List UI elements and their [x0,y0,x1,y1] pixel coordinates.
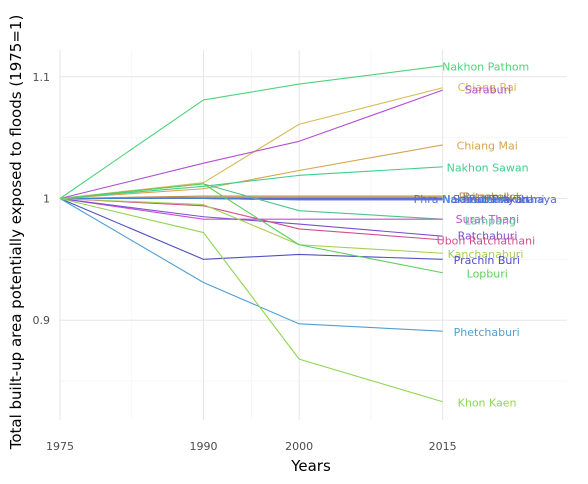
series-label-bangkok: Bangkok [463,191,511,204]
series-line-ratchaburi [59,197,443,237]
series-line-saraburi [59,89,443,200]
series-line-lopburi [59,183,443,274]
series-line-ubon-ratchathani [59,197,443,241]
series-line-prachin-buri [59,197,443,260]
series-line-surat-thani [59,197,443,220]
series-label-ratchaburi: Ratchaburi [458,230,518,243]
x-tick-label-2015: 2015 [429,440,457,453]
series-line-nakhon-sawan [59,166,443,200]
series-line-phetchaburi [59,198,443,332]
y-tick-label-1-1: 1.1 [33,71,51,84]
y-axis-ticks: 0.9 1 1.1 [33,71,51,327]
series-line-kanchanaburi [59,197,443,254]
series-line-chiang-rai [59,87,443,200]
x-axis-title: Years [290,457,331,475]
series-label-phetchaburi: Phetchaburi [454,326,520,339]
y-tick-label-0-9: 0.9 [33,314,51,327]
y-axis-title: Total built-up area potentially exposed … [7,15,25,451]
series-line-khon-kaen [59,197,443,403]
series-label-phitsanulok: Phitsanulok [459,191,523,204]
series-line-pathum-thani [60,197,443,201]
series-label-nonthaburi: Nonthaburi [443,193,505,206]
series-label-ubon-ratchathani: Ubon Ratchathani [437,234,536,247]
series-label-lopburi: Lopburi [467,267,508,280]
series-label-nakhon-sawan: Nakhon Sawan [447,161,529,174]
series-label-chiang-mai: Chiang Mai [457,140,518,153]
series-label-pathum-thani: Pathum Thani [469,193,545,206]
series-label-surat-thani: Surat Thani [456,213,519,226]
series-label-prachin-buri: Prachin Buri [454,254,520,267]
grid [59,50,567,420]
series-lines [59,65,443,403]
series-label-lampang: Lampang [465,214,516,227]
x-tick-label-1975: 1975 [46,440,74,453]
series-label-nakhon-pathom: Nakhon Pathom [442,60,529,73]
y-tick-label-1: 1 [43,192,50,205]
series-line-nakhon-pathom [59,65,443,199]
series-label-kanchanaburi: Kanchanaburi [448,248,524,261]
series-label-khon-kaen: Khon Kaen [458,396,517,409]
series-line-chiang-mai [59,144,443,200]
x-tick-label-1990: 1990 [189,440,217,453]
series-label-phra-nakhon-si-ayutthaya: Phra Nakhon Si Ayutthaya [414,193,557,206]
series-label-samut-prakan: Samut Prakan [453,193,530,206]
x-tick-label-2000: 2000 [285,440,313,453]
x-axis-ticks: 1975 1990 2000 2015 [46,440,457,453]
series-label-saraburi: Saraburi [465,84,512,97]
series-label-chiang-rai: Chiang Rai [458,81,517,94]
series-line-phitsanulok [59,195,443,200]
